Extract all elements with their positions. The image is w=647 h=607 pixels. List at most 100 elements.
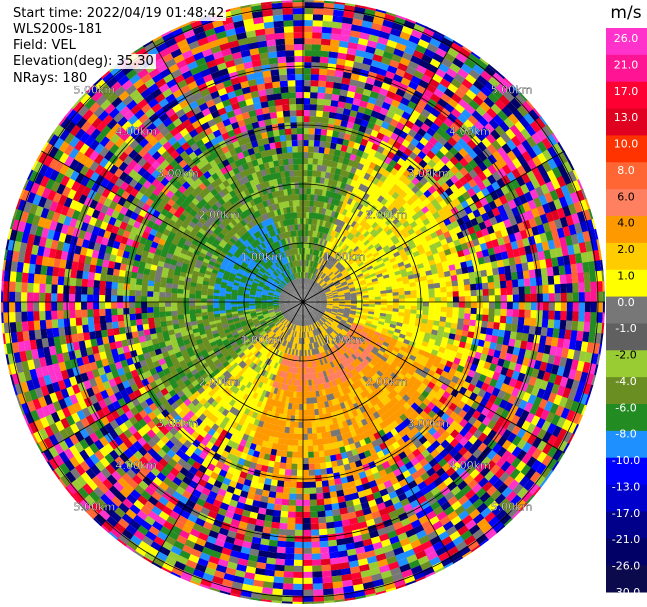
ppi-cell <box>319 232 324 239</box>
ppi-cell <box>306 200 311 207</box>
ppi-cell <box>385 70 397 80</box>
ppi-cell <box>314 134 322 141</box>
ppi-cell <box>337 200 344 208</box>
ppi-cell <box>303 206 307 213</box>
ppi-cell <box>426 43 440 54</box>
ppi-cell <box>405 18 418 25</box>
ppi-cell <box>317 263 322 270</box>
ppi-cell <box>355 49 367 58</box>
ppi-cell <box>310 280 314 286</box>
ppi-cell <box>331 217 338 225</box>
ppi-cell <box>365 6 378 12</box>
ppi-cell <box>306 206 311 213</box>
ppi-cell <box>318 80 328 88</box>
ppi-cell <box>312 158 319 165</box>
ppi-cell <box>307 272 310 279</box>
ppi-cell <box>315 237 320 244</box>
ppi-cell <box>308 152 315 159</box>
ppi-cell <box>350 104 361 112</box>
ppi-cell <box>303 260 305 266</box>
ppi-cell <box>339 234 345 242</box>
ppi-cell <box>335 64 346 72</box>
ppi-cell <box>330 229 336 237</box>
ppi-cell <box>310 267 314 274</box>
ppi-cell <box>340 120 349 128</box>
ppi-cell <box>345 96 355 105</box>
ppi-cell <box>321 38 332 46</box>
ppi-cell <box>307 285 311 292</box>
ppi-cell <box>366 187 374 196</box>
ppi-cell <box>305 230 309 237</box>
ppi-cell <box>321 239 326 246</box>
ppi-cell <box>339 207 345 215</box>
ppi-cell <box>370 59 383 69</box>
ppi-cell <box>336 58 347 66</box>
ppi-cell <box>542 284 549 295</box>
ppi-cell <box>336 239 342 247</box>
ppi-cell <box>329 236 335 243</box>
ppi-cell <box>303 92 312 99</box>
ppi-cell <box>308 278 311 285</box>
ppi-cell <box>328 57 339 65</box>
ppi-cell <box>318 270 323 277</box>
ppi-cell <box>350 73 361 82</box>
ppi-cell <box>312 267 316 274</box>
ppi-cell <box>395 68 407 78</box>
ppi-cell <box>404 46 417 56</box>
ppi-cell <box>390 28 403 38</box>
ppi-cell <box>303 86 312 93</box>
ppi-cells <box>1 0 605 604</box>
ppi-cell <box>321 258 326 265</box>
ppi-cell <box>303 236 306 242</box>
ppi-cell <box>369 65 381 75</box>
ppi-cell <box>338 240 344 248</box>
ppi-cell <box>315 176 322 184</box>
ppi-cell <box>380 56 393 66</box>
ppi-cell <box>296 463 303 470</box>
ppi-cell <box>313 152 320 159</box>
ppi-cell <box>342 215 349 223</box>
ppi-cell <box>303 140 310 147</box>
ppi-cell <box>530 285 537 296</box>
ppi-cell <box>309 523 319 530</box>
ppi-cell <box>313 200 318 207</box>
ppi-cell <box>303 218 307 225</box>
ppi-cell <box>337 131 346 140</box>
ppi-cell <box>417 38 431 50</box>
ppi-cell <box>307 285 311 292</box>
ppi-cell <box>313 237 318 244</box>
ppi-cell <box>339 89 349 97</box>
ppi-cell <box>316 256 320 263</box>
ppi-cell <box>399 57 412 67</box>
ppi-cell <box>305 272 308 279</box>
ppi-cell <box>323 99 333 107</box>
ppi-cell <box>293 535 303 542</box>
ppi-cell <box>320 171 327 178</box>
ppi-cell <box>313 282 318 288</box>
ppi-cell <box>334 1 347 6</box>
ppi-cell <box>313 255 317 262</box>
ppi-cell <box>333 244 339 252</box>
ppi-cell <box>377 36 390 46</box>
ppi-cell <box>308 212 313 219</box>
ppi-cell <box>401 51 415 62</box>
ppi-cell <box>324 253 329 260</box>
ppi-cell <box>321 232 326 240</box>
ppi-cell <box>325 227 331 235</box>
ppi-cell <box>332 15 345 23</box>
ppi-cell <box>355 4 368 9</box>
ppi-cell <box>371 22 384 32</box>
ppi-cell <box>307 266 310 273</box>
ppi-cell <box>303 134 310 141</box>
ppi-cell <box>410 55 423 66</box>
ppi-cell <box>342 71 353 80</box>
ppi-cell <box>342 108 352 116</box>
ppi-cell <box>304 290 306 297</box>
ppi-cell <box>413 23 427 34</box>
ppi-cell <box>369 190 378 198</box>
ppi-cell <box>309 206 314 213</box>
ppi-cell <box>331 94 341 102</box>
ppi-cell <box>350 227 357 235</box>
ppi-cell <box>303 284 305 291</box>
ppi-cell <box>329 257 335 264</box>
